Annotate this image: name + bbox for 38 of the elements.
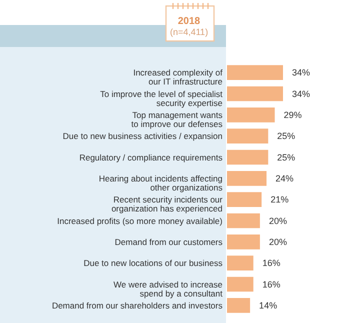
y-tick-label: Increased profits (so more money available): [57, 216, 223, 226]
data-label: 25%: [277, 131, 296, 142]
chart-subtitle: (n=4,411): [170, 27, 208, 37]
bar: [227, 171, 267, 186]
y-tick-label: Hearing about incidents affecting other organizations: [98, 173, 223, 192]
data-label: 25%: [277, 152, 296, 162]
bar: [227, 108, 275, 122]
bar: [227, 298, 250, 313]
data-label: 16%: [262, 279, 280, 290]
data-label: 20%: [268, 236, 287, 247]
bar: [227, 234, 260, 250]
chart-title: 2018: [178, 16, 201, 27]
bar: [227, 276, 254, 292]
data-label: 21%: [270, 194, 289, 205]
y-tick-label: Demand from our shareholders and investors: [52, 300, 222, 310]
y-tick-label: Increased complexity of our IT infrastructure: [133, 68, 224, 87]
data-label: 29%: [284, 110, 302, 120]
y-tick-label: Regulatory / compliance requirements: [79, 152, 222, 162]
y-tick-label: Due to new locations of our business: [84, 258, 222, 268]
bar: [227, 150, 268, 165]
bar: [227, 213, 260, 228]
y-tick-label: Top management wants to improve our defenses: [131, 110, 222, 129]
y-tick-label: Due to new business activities / expansion: [62, 131, 223, 142]
y-tick-label: To improve the level of specialist security expertise: [100, 88, 224, 108]
bar: [227, 256, 254, 270]
bar: [227, 192, 262, 207]
y-tick-label: Recent security incidents our organization has experienced: [111, 194, 223, 214]
data-label: 16%: [262, 258, 280, 268]
bar: [227, 86, 283, 102]
data-label: 34%: [292, 68, 310, 78]
y-tick-label: Demand from our customers: [114, 236, 222, 247]
y-tick-label: We were advised to increase spend by a consultant: [114, 279, 224, 298]
data-label: 34%: [292, 88, 310, 99]
data-label: 14%: [259, 300, 278, 310]
bar: [227, 65, 283, 80]
data-label: 20%: [268, 216, 287, 226]
bar: [227, 128, 268, 144]
data-label: 24%: [276, 173, 294, 184]
